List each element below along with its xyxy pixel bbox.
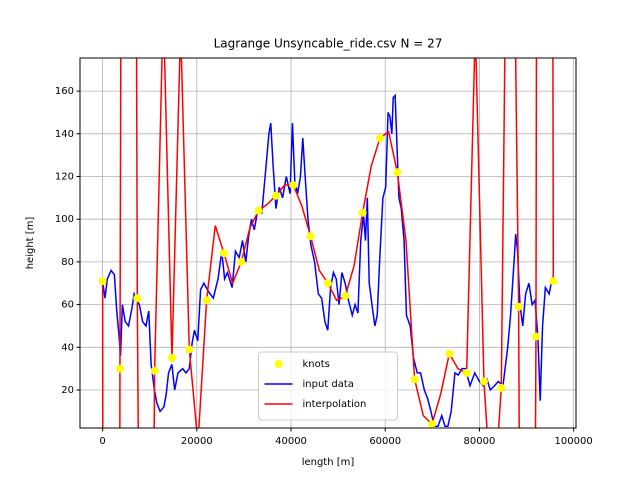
x-tick-label: 0 xyxy=(99,436,105,447)
knot-point xyxy=(219,249,228,258)
knot-point xyxy=(237,257,246,266)
knot-point xyxy=(323,279,332,288)
legend-box xyxy=(258,351,398,421)
knot-point xyxy=(358,208,367,217)
knot-point xyxy=(306,232,315,241)
y-tick-label: 60 xyxy=(61,300,74,311)
x-tick-label: 20000 xyxy=(181,436,213,447)
knot-point xyxy=(150,366,159,375)
x-tick-label: 100000 xyxy=(555,436,593,447)
grid xyxy=(80,58,576,428)
plot-area xyxy=(98,58,558,428)
legend-marker xyxy=(274,360,283,368)
knot-point xyxy=(289,181,298,190)
knot-point xyxy=(393,168,402,177)
knot-point xyxy=(427,420,436,428)
y-tick-label: 20 xyxy=(61,385,74,396)
knot-point xyxy=(271,191,280,200)
knot-point xyxy=(549,277,558,286)
y-tick-label: 100 xyxy=(55,214,74,225)
knot-point xyxy=(410,375,419,384)
knot-point xyxy=(133,294,142,303)
legend-label: knots xyxy=(303,359,330,370)
y-axis-label: height [m] xyxy=(25,217,36,270)
legend-label: input data xyxy=(303,379,354,390)
ticks: 0 20000 40000 60000 80000 100000 20 40 60 80 100 12… xyxy=(55,86,593,447)
knot-point xyxy=(479,377,488,386)
x-tick-label: 40000 xyxy=(275,436,307,447)
knot-point xyxy=(115,364,124,373)
knot-point xyxy=(341,292,350,301)
knot-point xyxy=(375,134,384,143)
axes-frame xyxy=(79,57,577,429)
legend-label: interpolation xyxy=(303,399,367,410)
legend: knots input data interpolation xyxy=(258,351,398,421)
knot-point xyxy=(254,206,263,215)
knot-point xyxy=(202,296,211,305)
y-tick-label: 80 xyxy=(61,257,74,268)
x-tick-label: 60000 xyxy=(369,436,401,447)
x-tick-label: 80000 xyxy=(464,436,496,447)
x-axis-label: length [m] xyxy=(302,457,355,468)
y-tick-label: 40 xyxy=(61,342,74,353)
knot-point xyxy=(167,353,176,362)
y-tick-label: 160 xyxy=(55,86,74,97)
chart-title: Lagrange Unsyncable_ride.csv N = 27 xyxy=(214,37,443,51)
knot-point xyxy=(445,349,454,358)
knot-point xyxy=(462,368,471,377)
knot-point xyxy=(185,345,194,354)
y-tick-label: 120 xyxy=(55,171,74,182)
knot-point xyxy=(98,277,107,286)
knot-point xyxy=(497,383,506,392)
y-tick-label: 140 xyxy=(55,129,74,140)
series-line xyxy=(101,93,554,428)
knot-point xyxy=(514,302,523,311)
knot-point xyxy=(531,332,540,341)
